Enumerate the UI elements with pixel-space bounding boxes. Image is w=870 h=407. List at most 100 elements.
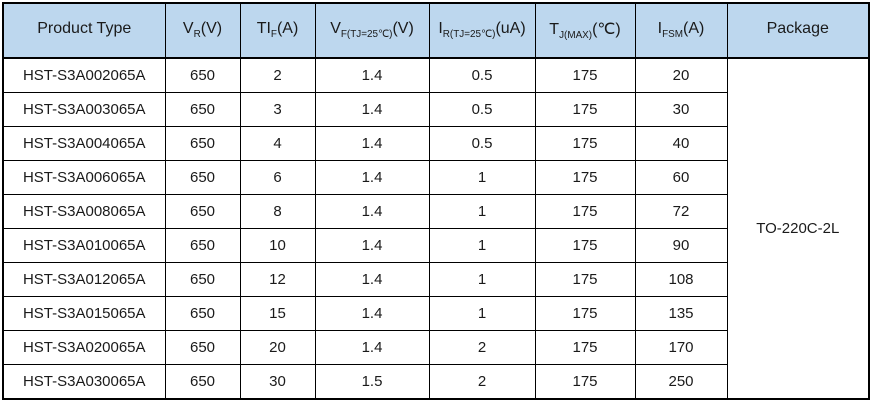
product-type-cell: HST-S3A004065A	[2, 126, 166, 161]
tjmax-cell: 175	[534, 194, 636, 229]
column-header-tif: TIF(A)	[239, 2, 316, 59]
vf-cell: 1.4	[314, 228, 430, 263]
column-header-product-type: Product Type	[2, 2, 166, 59]
header-unit: (A)	[683, 20, 705, 38]
product-type-cell: HST-S3A002065A	[2, 57, 166, 93]
ir-cell: 0.5	[428, 92, 536, 127]
tif-cell: 2	[239, 57, 316, 93]
vf-cell: 1.5	[314, 364, 430, 400]
vf-cell: 1.4	[314, 126, 430, 161]
header-row: Product Type VR(V) TIF(A) VF(TJ=25℃)(V) …	[2, 2, 870, 59]
ir-cell: 0.5	[428, 126, 536, 161]
tif-cell: 15	[239, 296, 316, 331]
table-row: HST-S3A010065A 650 10 1.4 1 175 90	[2, 228, 869, 263]
ifsm-cell: 108	[634, 262, 728, 297]
tif-cell: 30	[239, 364, 316, 400]
tjmax-cell: 175	[534, 262, 636, 297]
ifsm-cell: 60	[634, 160, 728, 195]
vf-cell: 1.4	[314, 262, 430, 297]
tjmax-cell: 175	[534, 160, 636, 195]
ifsm-cell: 20	[634, 57, 728, 93]
ir-cell: 2	[428, 330, 536, 365]
product-type-cell: HST-S3A006065A	[2, 160, 166, 195]
ir-cell: 2	[428, 364, 536, 400]
tif-cell: 10	[239, 228, 316, 263]
tjmax-cell: 175	[534, 126, 636, 161]
product-type-cell: HST-S3A020065A	[2, 330, 166, 365]
vr-cell: 650	[164, 364, 241, 400]
package-cell: TO-220C-2L	[726, 57, 870, 400]
tjmax-cell: 175	[534, 296, 636, 331]
tif-cell: 4	[239, 126, 316, 161]
header-label: I	[438, 20, 443, 38]
header-label: Package	[766, 20, 829, 38]
vf-cell: 1.4	[314, 160, 430, 195]
vr-cell: 650	[164, 160, 241, 195]
vr-cell: 650	[164, 228, 241, 263]
tif-cell: 6	[239, 160, 316, 195]
column-header-vf: VF(TJ=25℃)(V)	[314, 2, 430, 59]
column-header-package: Package	[726, 2, 870, 59]
product-spec-table: Product Type VR(V) TIF(A) VF(TJ=25℃)(V) …	[2, 2, 870, 400]
tjmax-cell: 175	[534, 228, 636, 263]
tjmax-cell: 175	[534, 57, 636, 93]
ifsm-cell: 250	[634, 364, 728, 400]
header-subscript: J(MAX)	[559, 30, 593, 42]
table-row: HST-S3A006065A 650 6 1.4 1 175 60	[2, 160, 869, 195]
ifsm-cell: 40	[634, 126, 728, 161]
product-type-cell: HST-S3A010065A	[2, 228, 166, 263]
tif-cell: 3	[239, 92, 316, 127]
vr-cell: 650	[164, 262, 241, 297]
ifsm-cell: 90	[634, 228, 728, 263]
product-type-cell: HST-S3A003065A	[2, 92, 166, 127]
column-header-ir: IR(TJ=25℃)(uA)	[428, 2, 536, 59]
vr-cell: 650	[164, 194, 241, 229]
ir-cell: 1	[428, 160, 536, 195]
table-row: HST-S3A015065A 650 15 1.4 1 175 135	[2, 296, 869, 331]
vf-cell: 1.4	[314, 57, 430, 93]
tif-cell: 20	[239, 330, 316, 365]
column-header-tjmax: TJ(MAX)(℃)	[534, 2, 636, 59]
header-label: Product Type	[37, 20, 132, 38]
header-subscript: F	[270, 29, 277, 41]
vf-cell: 1.4	[314, 296, 430, 331]
tif-cell: 12	[239, 262, 316, 297]
ir-cell: 1	[428, 296, 536, 331]
vf-cell: 1.4	[314, 194, 430, 229]
header-unit: (V)	[200, 20, 223, 38]
header-label: V	[330, 20, 341, 38]
product-type-cell: HST-S3A030065A	[2, 364, 166, 400]
ifsm-cell: 30	[634, 92, 728, 127]
vf-cell: 1.4	[314, 92, 430, 127]
header-unit: (uA)	[495, 20, 526, 38]
header-subscript: FSM	[662, 29, 684, 41]
vr-cell: 650	[164, 296, 241, 331]
header-label: TI	[256, 20, 271, 38]
vr-cell: 650	[164, 330, 241, 365]
header-unit: (℃)	[592, 21, 621, 39]
product-type-cell: HST-S3A012065A	[2, 262, 166, 297]
product-type-cell: HST-S3A008065A	[2, 194, 166, 229]
ir-cell: 0.5	[428, 57, 536, 93]
vr-cell: 650	[164, 126, 241, 161]
column-header-ifsm: IFSM(A)	[634, 2, 728, 59]
vr-cell: 650	[164, 92, 241, 127]
header-label: I	[657, 20, 663, 38]
header-unit: (V)	[392, 20, 414, 38]
header-subscript: F(TJ=25℃)	[340, 29, 393, 41]
table-row: HST-S3A002065A 650 2 1.4 0.5 175 20 TO-220C-2L	[2, 57, 870, 400]
tjmax-cell: 175	[534, 330, 636, 365]
product-type-cell: HST-S3A015065A	[2, 296, 166, 331]
column-header-vr: VR(V)	[164, 2, 241, 59]
ir-cell: 1	[428, 228, 536, 263]
vr-cell: 650	[164, 57, 241, 93]
table-row: HST-S3A020065A 650 20 1.4 2 175 170	[2, 330, 869, 365]
tjmax-cell: 175	[534, 92, 636, 127]
ifsm-cell: 135	[634, 296, 728, 331]
ir-cell: 1	[428, 262, 536, 297]
ir-cell: 1	[428, 194, 536, 229]
table-row: HST-S3A030065A 650 30 1.5 2 175 250	[2, 364, 869, 400]
header-subscript: R(TJ=25℃)	[442, 29, 496, 41]
tif-cell: 8	[239, 194, 316, 229]
